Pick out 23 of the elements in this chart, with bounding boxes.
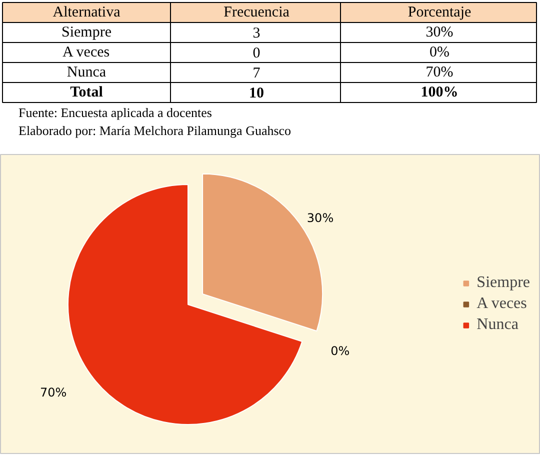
- text: Elaborado por: María Melchora Pilamunga Guahsco: [18, 123, 292, 138]
- text: Porcentaje: [408, 4, 472, 20]
- text: Total: [70, 84, 103, 100]
- legend-label: A veces: [476, 295, 527, 313]
- data-label: 70%: [40, 386, 67, 400]
- text: 100%: [420, 84, 458, 100]
- text: Alternativa: [52, 4, 121, 20]
- legend-label: Nunca: [476, 316, 518, 334]
- source-note: Fuente: Encuesta aplicada a docentes: [18, 105, 212, 120]
- data-label: 30%: [306, 211, 334, 226]
- text: 70%: [426, 64, 454, 80]
- text: 30%: [426, 24, 454, 40]
- text: 0%: [430, 44, 450, 60]
- text: 0: [252, 46, 260, 62]
- text: 10: [249, 86, 264, 102]
- text: 3: [252, 26, 260, 42]
- text: Nunca: [66, 64, 106, 80]
- text: Frecuencia: [224, 4, 290, 20]
- legend-label: Siempre: [476, 274, 530, 292]
- text: A veces: [62, 44, 110, 60]
- text: 0%: [330, 344, 350, 358]
- text: Siempre: [62, 24, 112, 40]
- text: 7: [252, 66, 261, 82]
